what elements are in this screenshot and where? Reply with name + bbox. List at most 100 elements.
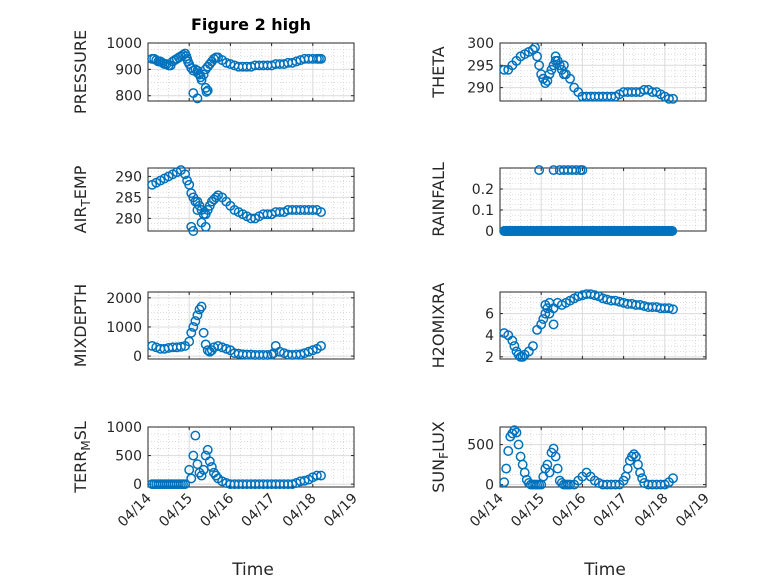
data-point: [202, 444, 213, 455]
data-point: [668, 304, 678, 315]
x-tick-label: 04/18: [632, 491, 672, 531]
x-tick-label: 04/19: [673, 491, 713, 531]
data-point: [198, 69, 209, 80]
y-tick-label: 280: [115, 211, 142, 227]
y-tick-label: 290: [115, 169, 142, 185]
data-point: [626, 451, 637, 462]
data-point: [538, 471, 549, 482]
data-point: [528, 341, 538, 351]
data-point: [201, 86, 212, 97]
data-point: [536, 319, 547, 330]
data-point: [507, 335, 518, 346]
axes-box: [147, 426, 355, 488]
data-point: [628, 449, 639, 460]
y-tick-label: 0: [133, 477, 142, 493]
data-point: [184, 336, 195, 347]
data-point: [202, 85, 213, 96]
x-tick-label: 04/17: [239, 491, 279, 531]
y-tick-label: 500: [467, 438, 494, 454]
data-point: [548, 165, 559, 176]
x-tick-label: 04/18: [280, 491, 320, 531]
axes-box: [147, 42, 355, 102]
axes-box: [499, 291, 707, 360]
data-point: [198, 327, 209, 338]
y-tick-label: 0: [485, 478, 494, 494]
data-point: [565, 479, 575, 490]
data-point: [534, 60, 545, 71]
data-point: [577, 165, 588, 176]
data-point: [499, 64, 510, 75]
data-point: [663, 303, 674, 314]
data-point: [192, 310, 203, 321]
data-point: [186, 473, 197, 484]
data-point: [610, 479, 621, 490]
data-point: [589, 290, 600, 301]
y-tick-label: 1000: [106, 36, 142, 52]
data-point: [538, 73, 549, 84]
y-tick-label: 0: [133, 349, 142, 365]
data-point: [663, 93, 674, 104]
data-point: [211, 192, 221, 203]
figure-title: Figure 2 high: [191, 15, 311, 34]
data-point: [515, 451, 526, 462]
x-tick-label: 04/14: [115, 490, 155, 530]
y-tick-label: 0.2: [472, 182, 494, 198]
data-point: [196, 74, 207, 85]
y-axis-label: AIRTEMP: [71, 165, 93, 233]
data-point: [668, 473, 678, 484]
data-point: [499, 477, 510, 488]
data-point: [190, 430, 201, 441]
x-axis-label: Time: [231, 560, 274, 580]
y-tick-label: 300: [467, 36, 494, 52]
x-tick-label: 04/19: [321, 491, 361, 531]
data-point: [517, 459, 528, 470]
data-point: [204, 456, 215, 467]
x-axis-label: Time: [583, 560, 626, 580]
x-tick-label: 04/16: [197, 490, 237, 530]
y-axis-label: H2OMIXRA: [429, 283, 448, 369]
y-tick-label: 900: [115, 62, 142, 78]
data-point: [558, 60, 569, 71]
data-point: [668, 93, 678, 104]
data-point: [192, 205, 203, 215]
data-point: [509, 341, 520, 351]
data-point: [517, 351, 528, 362]
data-point: [532, 51, 543, 62]
data-point: [550, 51, 561, 62]
y-axis-label: MIXDEPTH: [71, 284, 90, 367]
panel-5: 0 1000 2000 MIXDEPTH: [71, 284, 355, 367]
data-point: [544, 297, 555, 308]
data-point: [637, 473, 648, 484]
panel-7: 0 500 1000 TERRMSL 04/14 04/15 04/16 04/17 04/18…: [71, 420, 361, 580]
data-point: [211, 470, 221, 481]
data-point: [667, 226, 678, 236]
x-tick-label: 04/14: [467, 490, 507, 530]
data-point: [622, 463, 633, 474]
data-point: [188, 226, 199, 236]
data-point: [316, 207, 326, 218]
data-point: [538, 314, 549, 324]
y-axis-label: THETA: [429, 46, 448, 98]
data-point: [186, 63, 197, 73]
data-point: [316, 470, 326, 481]
data-point: [550, 451, 561, 462]
data-point: [511, 427, 522, 438]
data-point: [534, 165, 545, 176]
data-point: [180, 169, 191, 180]
data-point: [552, 463, 563, 474]
y-tick-label: 800: [115, 89, 142, 105]
data-point: [548, 319, 559, 330]
panel-4: 0 0.1 0.2 RAINFALL: [429, 162, 707, 240]
data-point: [192, 93, 203, 104]
y-axis-label: SUNFLUX: [429, 421, 451, 493]
panel-1: 800 900 1000 PRESSURE: [71, 30, 355, 114]
data-point: [530, 42, 540, 53]
y-tick-label: 295: [467, 58, 494, 74]
data-point: [188, 450, 199, 461]
panel-8: 0 500 SUNFLUX 04/14 04/15 04/16 04/17 04/18 04/1…: [429, 421, 713, 580]
panel-3: 280 285 290 AIRTEMP: [71, 165, 355, 236]
y-axis-label: RAINFALL: [429, 162, 448, 237]
data-point: [202, 345, 213, 356]
data-point: [509, 425, 520, 436]
